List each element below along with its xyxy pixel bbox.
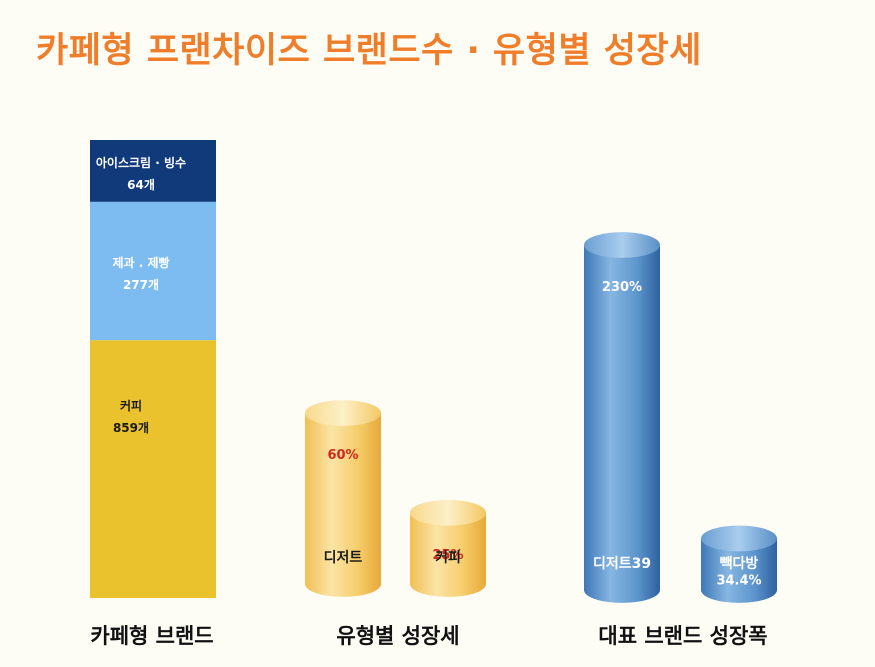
bar-value-label: 60% bbox=[327, 448, 358, 463]
group-label-type-growth: 유형별 성장세 bbox=[336, 624, 460, 648]
cylinder-bar bbox=[305, 413, 381, 597]
type-growth-group: 60% 디저트 25%커피 bbox=[305, 400, 486, 597]
bar-category-label: 커피 bbox=[435, 550, 461, 566]
segment-label: 커피 bbox=[120, 398, 142, 413]
cylinder-top bbox=[410, 499, 486, 526]
cylinder-top bbox=[305, 400, 381, 426]
group-label-brand-growth: 대표 브랜드 성장폭 bbox=[598, 624, 768, 648]
bar-category-label: 빽다방 bbox=[720, 555, 759, 572]
cylinder-bar bbox=[701, 538, 777, 603]
cylinder-bar bbox=[584, 245, 660, 603]
bar-category-label: 디저트 bbox=[324, 550, 363, 566]
cylinder-top bbox=[584, 232, 660, 258]
segment-value: 859개 bbox=[113, 421, 149, 435]
stack-segment bbox=[90, 201, 216, 341]
stacked-bar-group: 커피 859개 제과 . 제빵 277개 아이스크림 · 빙수 64개 bbox=[90, 140, 216, 598]
brand-growth-group: 230% 디저트39 34.4%빽다방 bbox=[584, 232, 777, 603]
bar-value-label: 34.4% bbox=[716, 573, 761, 588]
chart-title: 카페형 프랜차이즈 브랜드수 · 유형별 성장세 bbox=[36, 31, 702, 71]
segment-value: 277개 bbox=[123, 278, 159, 292]
cylinder-top bbox=[701, 525, 777, 552]
bar-category-label: 디저트39 bbox=[593, 556, 651, 572]
segment-label: 제과 . 제빵 bbox=[112, 255, 169, 270]
bar-value-label: 230% bbox=[602, 280, 642, 295]
stack-segment bbox=[90, 140, 216, 202]
group-label-cafe-brands: 카페형 브랜드 bbox=[90, 624, 214, 648]
cylinder-bar bbox=[410, 512, 486, 597]
bar-value-label: 25% bbox=[432, 548, 463, 563]
segment-label: 아이스크림 · 빙수 bbox=[96, 155, 186, 170]
stack-segment bbox=[90, 340, 216, 598]
segment-value: 64개 bbox=[127, 178, 155, 192]
